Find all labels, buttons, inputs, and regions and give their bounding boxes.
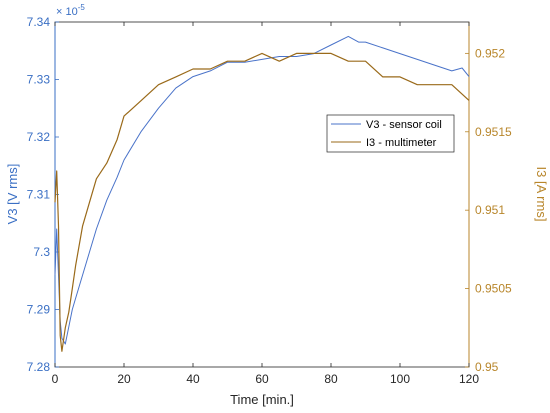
right-tick-label: 0.952 — [475, 46, 505, 60]
series-line-v3 — [54, 35, 470, 345]
right-tick-label: 0.95 — [475, 360, 499, 374]
x-tick-label: 40 — [186, 372, 200, 386]
left-tick-label: 7.34 — [27, 15, 51, 29]
legend-box — [326, 114, 455, 153]
left-axis-label: V3 [V rms] — [5, 164, 20, 225]
right-tick-label: 0.9505 — [475, 282, 512, 296]
left-axis-exponent: × 10-5 — [56, 3, 85, 18]
x-axis-ticks: 0 20 40 60 80 100 120 — [52, 22, 479, 386]
x-tick-label: 20 — [117, 372, 131, 386]
left-tick-label: 7.32 — [27, 130, 51, 144]
legend: V3 - sensor coil I3 - multimeter — [326, 114, 455, 153]
x-axis-label: Time [min.] — [230, 392, 294, 407]
left-tick-label: 7.29 — [27, 303, 51, 317]
right-axis-label: I3 [A rms] — [534, 167, 549, 222]
left-tick-label: 7.28 — [27, 360, 51, 374]
left-tick-label: 7.33 — [27, 73, 51, 87]
series-line-i3 — [54, 52, 470, 352]
right-axis-ticks: 0.95 0.9505 0.951 0.9515 0.952 — [465, 22, 512, 374]
legend-label-v3: V3 - sensor coil — [366, 119, 442, 131]
left-tick-label: 7.3 — [33, 245, 50, 259]
legend-label-i3: I3 - multimeter — [366, 137, 437, 149]
x-tick-label: 80 — [324, 372, 338, 386]
left-tick-label: 7.31 — [27, 188, 51, 202]
x-tick-label: 120 — [459, 372, 479, 386]
x-tick-label: 100 — [390, 372, 410, 386]
plot-area — [54, 21, 470, 368]
left-axis-ticks: 7.28 7.29 7.3 7.31 7.32 7.33 7.34 — [27, 15, 59, 374]
x-tick-label: 0 — [52, 372, 59, 386]
right-tick-label: 0.9515 — [475, 125, 512, 139]
x-tick-label: 60 — [255, 372, 269, 386]
series-layer — [54, 35, 470, 352]
right-tick-label: 0.951 — [475, 203, 505, 217]
